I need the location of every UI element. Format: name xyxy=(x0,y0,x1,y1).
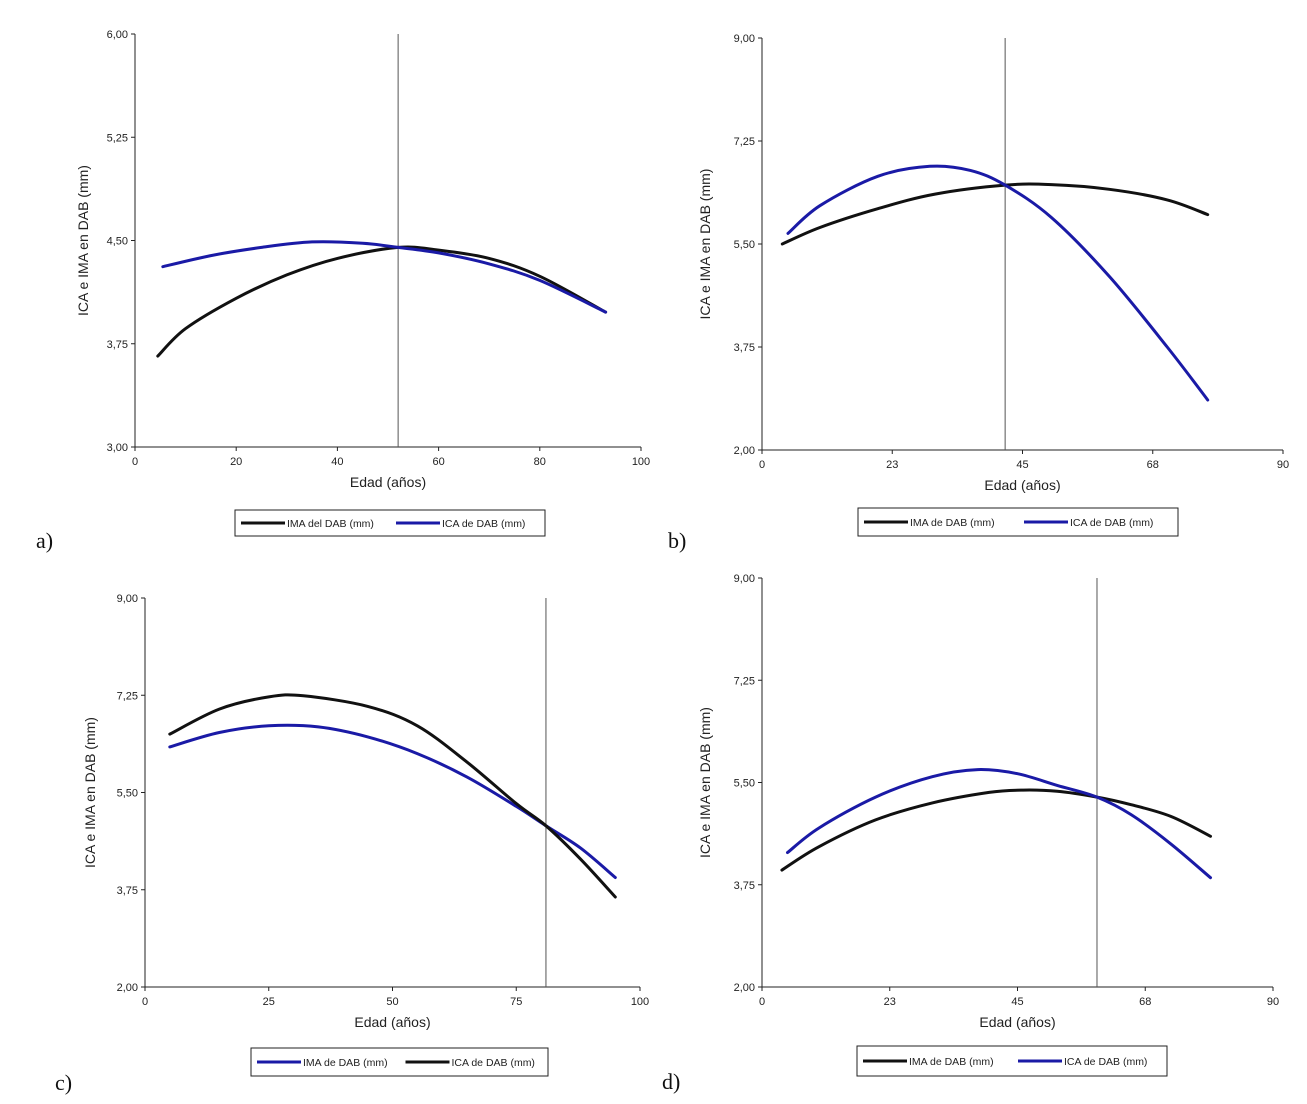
series-line-2 xyxy=(786,768,1212,880)
y-axis-title: ICA e IMA en DAB (mm) xyxy=(697,707,713,858)
x-tick-label: 90 xyxy=(1267,996,1279,1008)
y-tick-label: 9,00 xyxy=(734,573,755,585)
x-tick-label: 90 xyxy=(1277,459,1289,471)
chart-panel-a: 3,00 3,75 4,50 5,25 6,00 0 20 40 60 80 100 Edad (añ… xyxy=(36,29,650,553)
y-tick-label: 7,25 xyxy=(117,690,138,702)
y-tick-label: 5,50 xyxy=(734,778,755,790)
y-tick-label: 9,00 xyxy=(734,33,755,45)
x-tick-label: 68 xyxy=(1139,996,1151,1008)
y-tick-label: 6,00 xyxy=(107,29,128,41)
legend: IMA de DAB (mm) ICA de DAB (mm) xyxy=(857,507,1179,537)
y-tick-label: 5,25 xyxy=(107,132,128,144)
x-axis-title: Edad (años) xyxy=(979,1014,1055,1030)
chart-panel-b: 2,00 3,75 5,50 7,25 9,00 0 23 45 68 90 Edad (años)… xyxy=(668,33,1289,553)
legend-label-1: IMA del DAB (mm) xyxy=(287,518,374,530)
y-tick-label: 3,75 xyxy=(117,885,138,897)
y-tick-label: 3,00 xyxy=(107,442,128,454)
y-tick-label: 7,25 xyxy=(734,136,755,148)
x-tick-label: 100 xyxy=(632,456,650,468)
x-tick-label: 40 xyxy=(331,456,343,468)
series-line-1 xyxy=(780,788,1212,872)
x-tick-label: 80 xyxy=(534,456,546,468)
x-tick-label: 23 xyxy=(886,459,898,471)
x-tick-label: 100 xyxy=(631,996,649,1008)
y-tick-label: 3,75 xyxy=(734,342,755,354)
y-tick-label: 7,25 xyxy=(734,675,755,687)
legend: IMA de DAB (mm) ICA de DAB (mm) xyxy=(856,1045,1168,1077)
x-tick-label: 75 xyxy=(510,996,522,1008)
legend: IMA del DAB (mm) ICA de DAB (mm) xyxy=(234,509,546,537)
series-line-2 xyxy=(161,240,608,314)
legend-label-2: ICA de DAB (mm) xyxy=(1070,517,1153,529)
x-tick-label: 68 xyxy=(1147,459,1159,471)
series-line-1 xyxy=(780,182,1210,246)
legend: IMA de DAB (mm) ICA de DAB (mm) xyxy=(250,1047,549,1077)
legend-box xyxy=(857,507,1179,537)
y-axis-title: ICA e IMA en DAB (mm) xyxy=(697,169,713,320)
y-tick-label: 2,00 xyxy=(734,445,755,457)
chart-panel-d: 2,00 3,75 5,50 7,25 9,00 0 23 45 68 90 Edad (años)… xyxy=(662,573,1279,1094)
y-tick-label: 5,50 xyxy=(117,788,138,800)
x-tick-label: 0 xyxy=(132,456,138,468)
y-tick-label: 2,00 xyxy=(734,982,755,994)
x-tick-label: 0 xyxy=(759,459,765,471)
y-axis-title: ICA e IMA en DAB (mm) xyxy=(82,717,98,868)
x-axis-title: Edad (años) xyxy=(354,1014,430,1030)
x-tick-label: 45 xyxy=(1016,459,1028,471)
legend-label-2: ICA de DAB (mm) xyxy=(442,518,525,530)
x-tick-label: 0 xyxy=(759,996,765,1008)
panel-label: d) xyxy=(662,1069,680,1094)
legend-label-1: IMA de DAB (mm) xyxy=(303,1057,388,1069)
x-tick-label: 20 xyxy=(230,456,242,468)
series-line-2 xyxy=(168,693,617,899)
legend-label-2: ICA de DAB (mm) xyxy=(452,1057,535,1069)
panel-label: a) xyxy=(36,528,53,553)
series-line-2 xyxy=(786,164,1210,402)
y-tick-label: 3,75 xyxy=(734,880,755,892)
legend-label-2: ICA de DAB (mm) xyxy=(1064,1056,1147,1068)
x-tick-label: 23 xyxy=(884,996,896,1008)
x-tick-label: 60 xyxy=(432,456,444,468)
series-line-1 xyxy=(156,245,608,358)
x-tick-label: 0 xyxy=(142,996,148,1008)
chart-panel-c: 2,00 3,75 5,50 7,25 9,00 0 25 50 75 100 Edad (años… xyxy=(55,593,649,1095)
y-tick-label: 9,00 xyxy=(117,593,138,605)
legend-box xyxy=(234,509,546,537)
legend-box xyxy=(856,1045,1168,1077)
x-axis-title: Edad (años) xyxy=(984,477,1060,493)
y-tick-label: 4,50 xyxy=(107,236,128,248)
legend-label-1: IMA de DAB (mm) xyxy=(909,1056,994,1068)
y-tick-label: 2,00 xyxy=(117,982,138,994)
y-tick-label: 5,50 xyxy=(734,239,755,251)
x-tick-label: 50 xyxy=(386,996,398,1008)
x-axis-title: Edad (años) xyxy=(350,474,426,490)
panel-label: b) xyxy=(668,528,686,553)
y-axis-title: ICA e IMA en DAB (mm) xyxy=(75,165,91,316)
x-tick-label: 45 xyxy=(1011,996,1023,1008)
series-line-1 xyxy=(168,723,617,879)
legend-label-1: IMA de DAB (mm) xyxy=(910,517,995,529)
x-tick-label: 25 xyxy=(263,996,275,1008)
y-tick-label: 3,75 xyxy=(107,339,128,351)
panel-label: c) xyxy=(55,1070,72,1095)
